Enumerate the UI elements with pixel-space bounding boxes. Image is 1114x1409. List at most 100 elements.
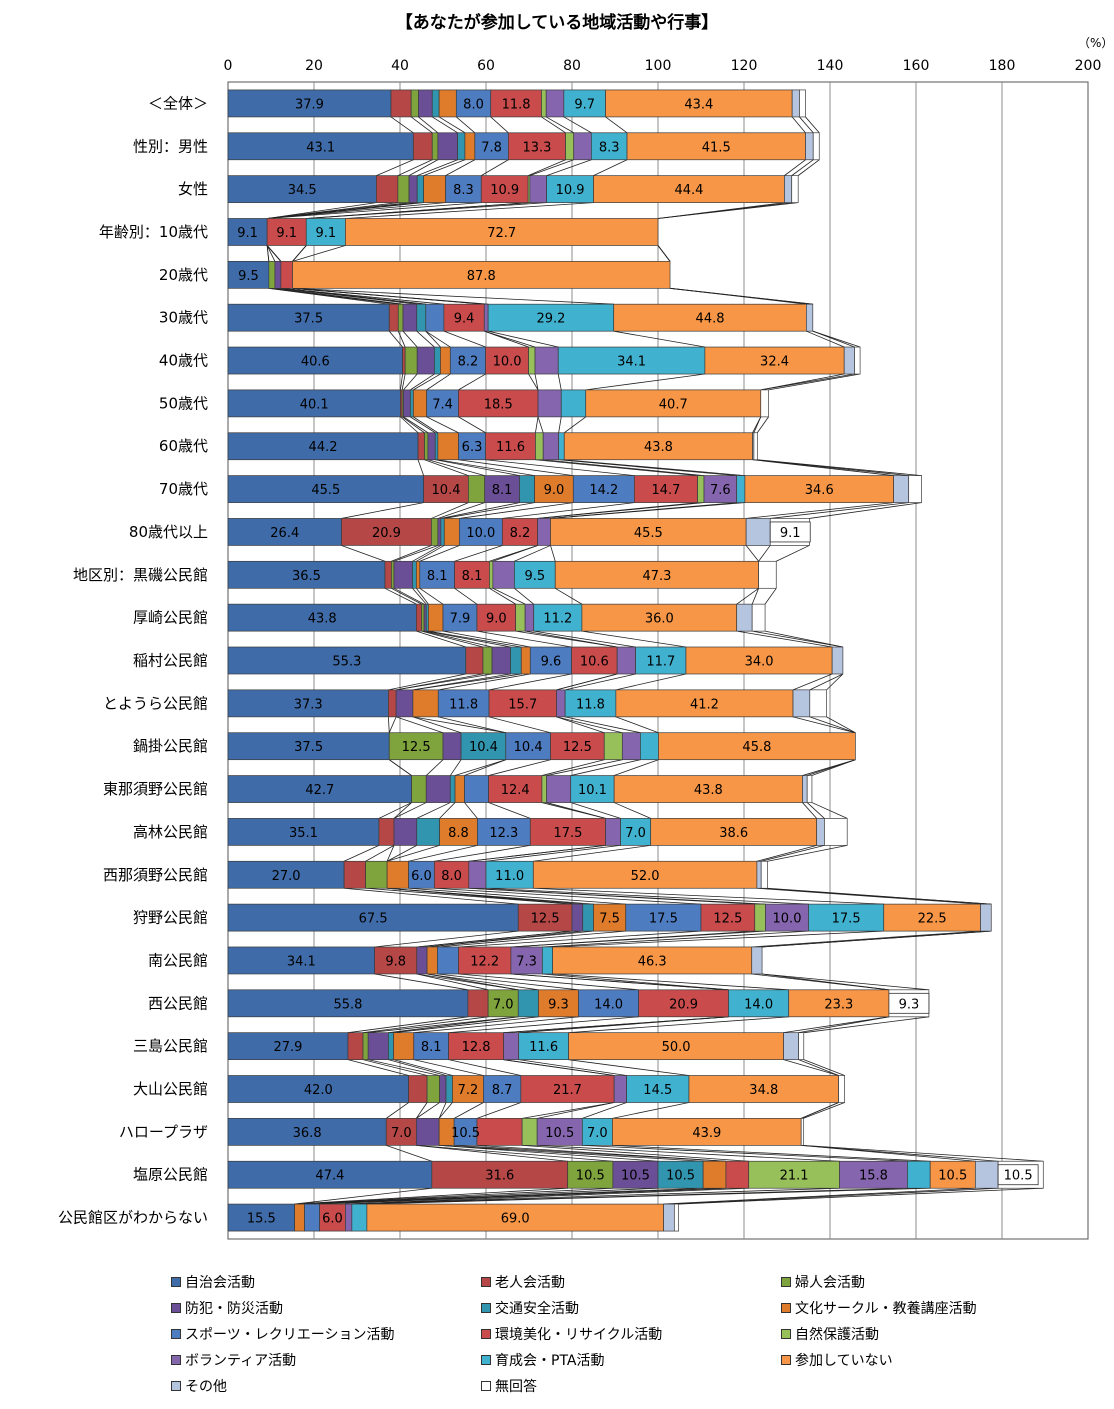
bar-segment — [304, 1203, 320, 1232]
connector-line — [481, 159, 509, 176]
bar-segment — [483, 303, 489, 332]
bar-segment — [541, 775, 547, 803]
data-label: 34.0 — [745, 655, 774, 670]
connector-line — [767, 845, 848, 862]
bar-segment — [907, 1160, 931, 1189]
connector-line — [746, 502, 894, 519]
connector-line — [368, 1059, 440, 1076]
bar-segment — [418, 89, 433, 118]
bar-segment — [510, 946, 543, 975]
bar-segment — [440, 518, 445, 546]
bar-segment — [908, 475, 922, 503]
connector-line — [417, 459, 425, 476]
data-label: 43.9 — [692, 1126, 721, 1141]
data-label: 37.9 — [295, 97, 324, 112]
data-label: 14.0 — [744, 997, 773, 1012]
bar-segment — [227, 389, 401, 418]
category-label: とようら公民館 — [103, 694, 208, 712]
bar-segment — [412, 132, 433, 161]
data-label: 26.4 — [270, 526, 299, 541]
bar-segment — [347, 1032, 364, 1061]
connector-line — [292, 245, 307, 262]
connector-line — [803, 1016, 929, 1034]
data-label: 11.8 — [449, 697, 478, 712]
connector-line — [410, 116, 433, 134]
connector-line — [397, 159, 433, 176]
data-label: 37.5 — [294, 740, 323, 755]
bar-segment — [521, 1118, 538, 1146]
data-label: 35.1 — [289, 826, 318, 841]
category-label: 南公民館 — [148, 951, 208, 969]
bar-segment — [227, 560, 386, 589]
bar-segment — [488, 689, 557, 718]
bar-segment — [744, 475, 894, 503]
bar-segment — [809, 689, 827, 718]
bar-segment — [455, 89, 492, 118]
connector-line — [403, 416, 429, 434]
data-label: 15.8 — [859, 1169, 888, 1184]
connector-line — [438, 1102, 453, 1119]
bar-segment — [431, 1160, 569, 1189]
bar-segment — [567, 1160, 614, 1189]
category-label: 40歳代 — [159, 352, 208, 370]
connector-line — [427, 930, 594, 948]
connector-line — [374, 930, 519, 948]
bar-segment — [578, 989, 640, 1018]
bar-segment — [812, 132, 820, 161]
bar-segment — [416, 818, 440, 846]
data-label: 10.5 — [576, 1169, 605, 1184]
connector-line — [306, 202, 547, 219]
connector-line — [427, 973, 539, 991]
data-label: 43.4 — [684, 97, 713, 112]
data-label: 15.5 — [247, 1212, 276, 1227]
x-tick-label: 60 — [477, 58, 495, 74]
data-label: 34.5 — [288, 183, 317, 198]
bar-segment — [431, 89, 440, 118]
chart-title: 【あなたが参加している地域活動や行事】 — [395, 13, 719, 33]
connector-line — [416, 1102, 440, 1119]
bar-segment — [416, 175, 425, 203]
bar-segment — [626, 132, 806, 161]
connector-line — [368, 1016, 519, 1034]
bar-segment — [434, 432, 439, 461]
connector-line — [426, 416, 459, 434]
connector-line — [345, 202, 594, 219]
bar-segment — [685, 646, 833, 675]
bar-segment — [386, 860, 409, 889]
connector-line — [556, 716, 605, 734]
data-label: 17.5 — [553, 826, 582, 841]
bar-segment — [416, 303, 427, 332]
connector-line — [393, 1059, 453, 1076]
connector-line — [268, 287, 399, 305]
data-label: 9.3 — [548, 997, 569, 1012]
connector-line — [762, 930, 992, 948]
connector-line — [386, 845, 440, 862]
bar-segment — [704, 346, 845, 375]
data-label: 8.7 — [492, 1083, 513, 1098]
bar-segment — [442, 732, 462, 761]
bar-segment — [533, 603, 583, 632]
x-tick-label: 180 — [989, 58, 1016, 74]
bar-segment — [437, 689, 490, 718]
data-label: 10.1 — [578, 783, 607, 798]
bar-segment — [434, 346, 441, 375]
data-label: 9.6 — [541, 655, 562, 670]
bar-segment — [468, 860, 487, 889]
connector-line — [341, 545, 386, 562]
connector-line — [410, 373, 435, 391]
bar-segment — [449, 346, 486, 375]
connector-line — [791, 116, 806, 134]
category-label: 女性 — [178, 180, 208, 198]
connector-line — [378, 802, 412, 819]
bar-segment — [415, 603, 422, 632]
bar-segment — [490, 89, 542, 118]
bar-segment — [393, 560, 413, 589]
data-label-box — [769, 521, 811, 543]
connector-line — [797, 159, 820, 176]
connector-line — [791, 159, 814, 176]
connector-line — [581, 630, 687, 648]
bar-segment — [376, 175, 399, 203]
stacked-bar-chart: 0 20 40 60 80 100 120 140 160 180 200 ＜全体＞ 37.9 8.0 11… — [58, 58, 1101, 1240]
bar-segment — [431, 132, 439, 161]
data-label: 40.7 — [659, 397, 688, 412]
